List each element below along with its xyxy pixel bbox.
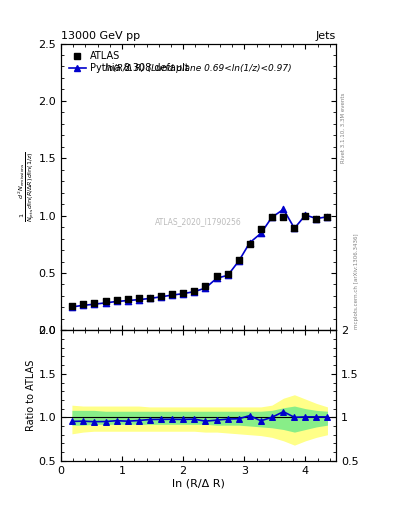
Point xyxy=(136,295,142,304)
Point xyxy=(125,296,131,305)
Point xyxy=(247,240,253,248)
Point xyxy=(269,413,275,421)
Point xyxy=(247,412,253,420)
Point xyxy=(258,225,264,233)
Text: 13000 GeV pp: 13000 GeV pp xyxy=(61,31,140,41)
Text: Jets: Jets xyxy=(316,31,336,41)
Point xyxy=(247,239,253,247)
Point xyxy=(158,292,164,300)
Point xyxy=(103,299,109,307)
Point xyxy=(236,257,242,265)
Point xyxy=(91,418,97,426)
Y-axis label: $\frac{1}{N_{\rm jets}}\frac{d^2 N_{\rm emissions}}{d\ln(R/\Delta R)\,d\ln(1/z)}: $\frac{1}{N_{\rm jets}}\frac{d^2 N_{\rm … xyxy=(16,152,37,222)
Point xyxy=(302,413,309,421)
Point xyxy=(125,417,131,425)
Point xyxy=(91,299,97,307)
Point xyxy=(269,214,275,222)
Point xyxy=(80,300,86,308)
Point xyxy=(291,413,298,421)
Point xyxy=(291,224,298,232)
Legend: ATLAS, Pythia 8.308 default: ATLAS, Pythia 8.308 default xyxy=(66,48,192,76)
Point xyxy=(269,214,275,222)
Point xyxy=(302,211,309,219)
Point xyxy=(114,297,120,306)
Point xyxy=(158,415,164,423)
Point xyxy=(191,287,197,295)
Point xyxy=(236,255,242,264)
Point xyxy=(69,417,75,425)
Point xyxy=(225,415,231,423)
Point xyxy=(324,413,331,421)
Point xyxy=(169,415,175,423)
Point xyxy=(313,215,320,223)
Point xyxy=(180,290,186,298)
Point xyxy=(214,274,220,282)
Point xyxy=(147,294,153,303)
Point xyxy=(324,212,331,221)
X-axis label: ln (R/Δ R): ln (R/Δ R) xyxy=(172,478,225,488)
Point xyxy=(69,303,75,311)
Point xyxy=(103,417,109,425)
Point xyxy=(114,296,120,305)
Point xyxy=(147,415,153,423)
Point xyxy=(258,229,264,238)
Point xyxy=(180,415,186,423)
Point xyxy=(324,214,331,222)
Point xyxy=(191,415,197,423)
Point xyxy=(158,293,164,301)
Point xyxy=(136,294,142,303)
Point xyxy=(125,295,131,303)
Point xyxy=(169,290,175,298)
Point xyxy=(225,271,231,280)
Point xyxy=(80,417,86,425)
Text: ATLAS_2020_I1790256: ATLAS_2020_I1790256 xyxy=(155,217,242,226)
Point xyxy=(258,417,264,425)
Point xyxy=(225,270,231,278)
Point xyxy=(280,408,286,416)
Point xyxy=(214,416,220,424)
Point xyxy=(91,300,97,308)
Point xyxy=(236,415,242,423)
Point xyxy=(302,211,309,220)
Point xyxy=(202,282,208,290)
Text: mcplots.cern.ch [arXiv:1306.3436]: mcplots.cern.ch [arXiv:1306.3436] xyxy=(354,234,359,329)
Point xyxy=(114,417,120,425)
Point xyxy=(313,215,320,223)
Point xyxy=(280,212,286,221)
Point xyxy=(280,205,286,214)
Point xyxy=(202,417,208,425)
Point xyxy=(313,413,320,421)
Point xyxy=(103,297,109,306)
Point xyxy=(191,288,197,296)
Point xyxy=(180,289,186,297)
Point xyxy=(214,272,220,281)
Text: Rivet 3.1.10, 3.3M events: Rivet 3.1.10, 3.3M events xyxy=(341,93,346,163)
Point xyxy=(80,301,86,309)
Y-axis label: Ratio to ATLAS: Ratio to ATLAS xyxy=(26,360,35,431)
Point xyxy=(69,302,75,310)
Point xyxy=(291,224,298,232)
Point xyxy=(169,291,175,299)
Point xyxy=(136,416,142,424)
Text: ln(R/Δ R) (Lund plane 0.69<ln(1/z)<0.97): ln(R/Δ R) (Lund plane 0.69<ln(1/z)<0.97) xyxy=(105,63,292,73)
Point xyxy=(202,284,208,292)
Point xyxy=(147,293,153,302)
